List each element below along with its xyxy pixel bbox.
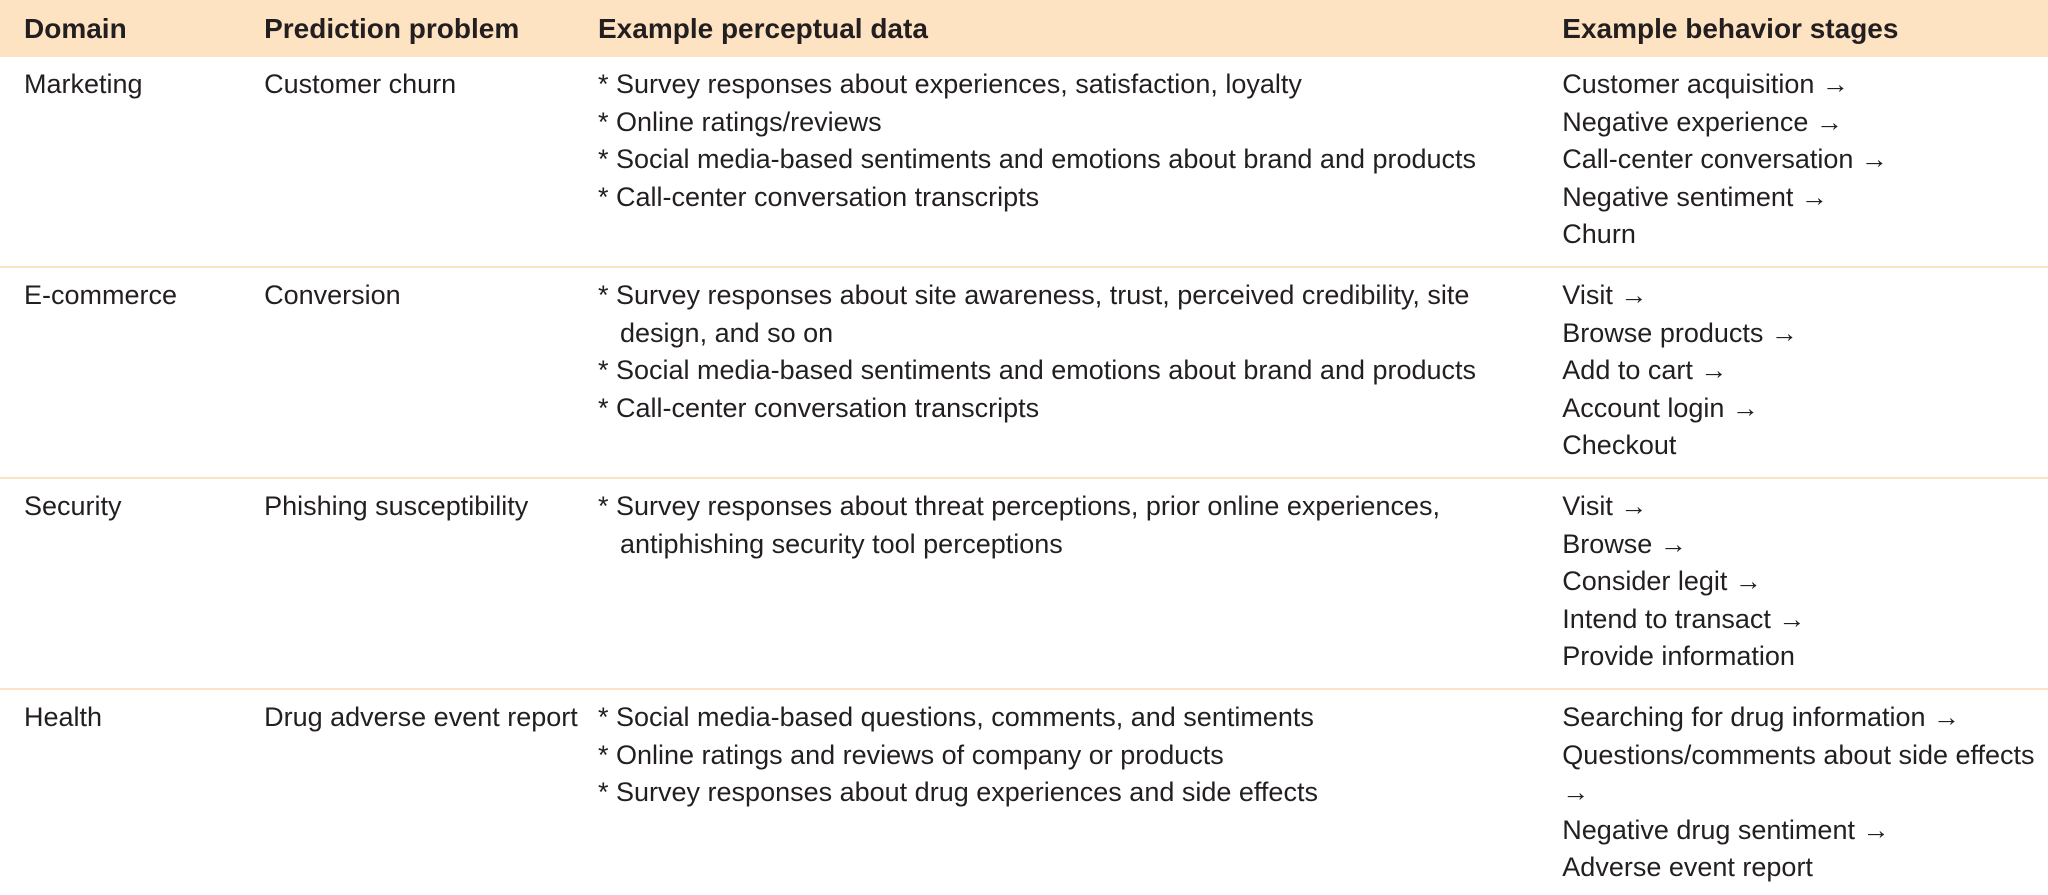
stages-cell: Visit → Browse products → Add to cart → Acc… [1562, 267, 2048, 479]
perceptual-item: * Survey responses about site awareness,… [598, 280, 1470, 348]
perceptual-item: * Online ratings and reviews of company … [598, 739, 1224, 770]
stage-item: Churn [1562, 219, 1636, 249]
stage-item: Negative sentiment → [1562, 181, 1828, 212]
stages-cell: Customer acquisition → Negative experienc… [1562, 57, 2048, 268]
stage-item: Consider legit → [1562, 566, 1762, 596]
stage-item: Account login → [1562, 392, 1759, 423]
column-header: Example perceptual data [598, 0, 1563, 57]
problem-cell: Conversion [264, 267, 598, 479]
perceptual-item: * Social media-based sentiments and emot… [598, 144, 1477, 174]
stage-item: Provide information [1562, 641, 1795, 671]
stage-item: Adverse event report [1562, 852, 1813, 882]
perceptual-cell: * Survey responses about experiences, sa… [598, 57, 1563, 268]
stages-cell: Searching for drug information → Question… [1562, 689, 2048, 895]
stages-cell: Visit → Browse → Consider legit → Intend to… [1562, 478, 2048, 690]
table-body: Marketing Customer churn * Survey response… [0, 57, 2048, 895]
column-header: Prediction problem [264, 0, 598, 57]
header-row: Domain Prediction problem Example perceptu… [0, 0, 2048, 57]
table-row: Health Drug adverse event report * Social … [0, 689, 2048, 895]
perceptual-cell: * Survey responses about threat percepti… [598, 478, 1563, 690]
perceptual-item: * Social media-based sentiments and emot… [598, 355, 1477, 385]
stage-item: Intend to transact → [1562, 603, 1806, 634]
table-row: E-commerce Conversion * Survey responses a… [0, 267, 2048, 479]
table-row: Marketing Customer churn * Survey response… [0, 57, 2048, 268]
problem-cell: Customer churn [264, 57, 598, 268]
table-row: Security Phishing susceptibility * Survey … [0, 478, 2048, 690]
stage-item: Browse products → [1562, 317, 1798, 348]
domain-cell: Marketing [0, 57, 265, 268]
stage-item: Customer acquisition → [1562, 69, 1849, 99]
perceptual-item: * Call-center conversation transcripts [598, 181, 1040, 212]
domain-cell: Security [0, 478, 265, 690]
perceptual-item: * Online ratings/reviews [598, 106, 882, 137]
perceptual-item: * Survey responses about experiences, sa… [598, 69, 1302, 99]
problem-cell: Phishing susceptibility [264, 478, 598, 690]
column-header: Domain [0, 0, 265, 57]
stage-item: Negative experience → [1562, 106, 1843, 137]
stage-item: Questions/comments about side effects → [1562, 739, 2035, 808]
perceptual-item: * Social media-based questions, comments… [598, 702, 1314, 732]
stage-item: Negative drug sentiment → [1562, 814, 1890, 845]
stage-item: Visit → [1562, 280, 1648, 310]
domain-cell: Health [0, 689, 265, 895]
perceptual-item: * Survey responses about threat percepti… [598, 491, 1440, 559]
perceptual-cell: * Survey responses about site awareness,… [598, 267, 1563, 479]
stage-item: Add to cart → [1562, 355, 1728, 385]
perceptual-item: * Call-center conversation transcripts [598, 392, 1040, 423]
stage-item: Visit → [1562, 491, 1648, 521]
stage-item: Browse → [1562, 528, 1687, 559]
stage-item: Checkout [1562, 430, 1677, 460]
perceptual-item: * Survey responses about drug experience… [598, 777, 1318, 807]
domain-cell: E-commerce [0, 267, 265, 479]
column-header: Example behavior stages [1562, 0, 2048, 57]
stage-item: Searching for drug information → [1562, 702, 1960, 732]
stage-item: Call-center conversation → [1562, 144, 1888, 174]
problem-cell: Drug adverse event report [264, 689, 598, 895]
perceptual-cell: * Social media-based questions, comments… [598, 689, 1563, 895]
